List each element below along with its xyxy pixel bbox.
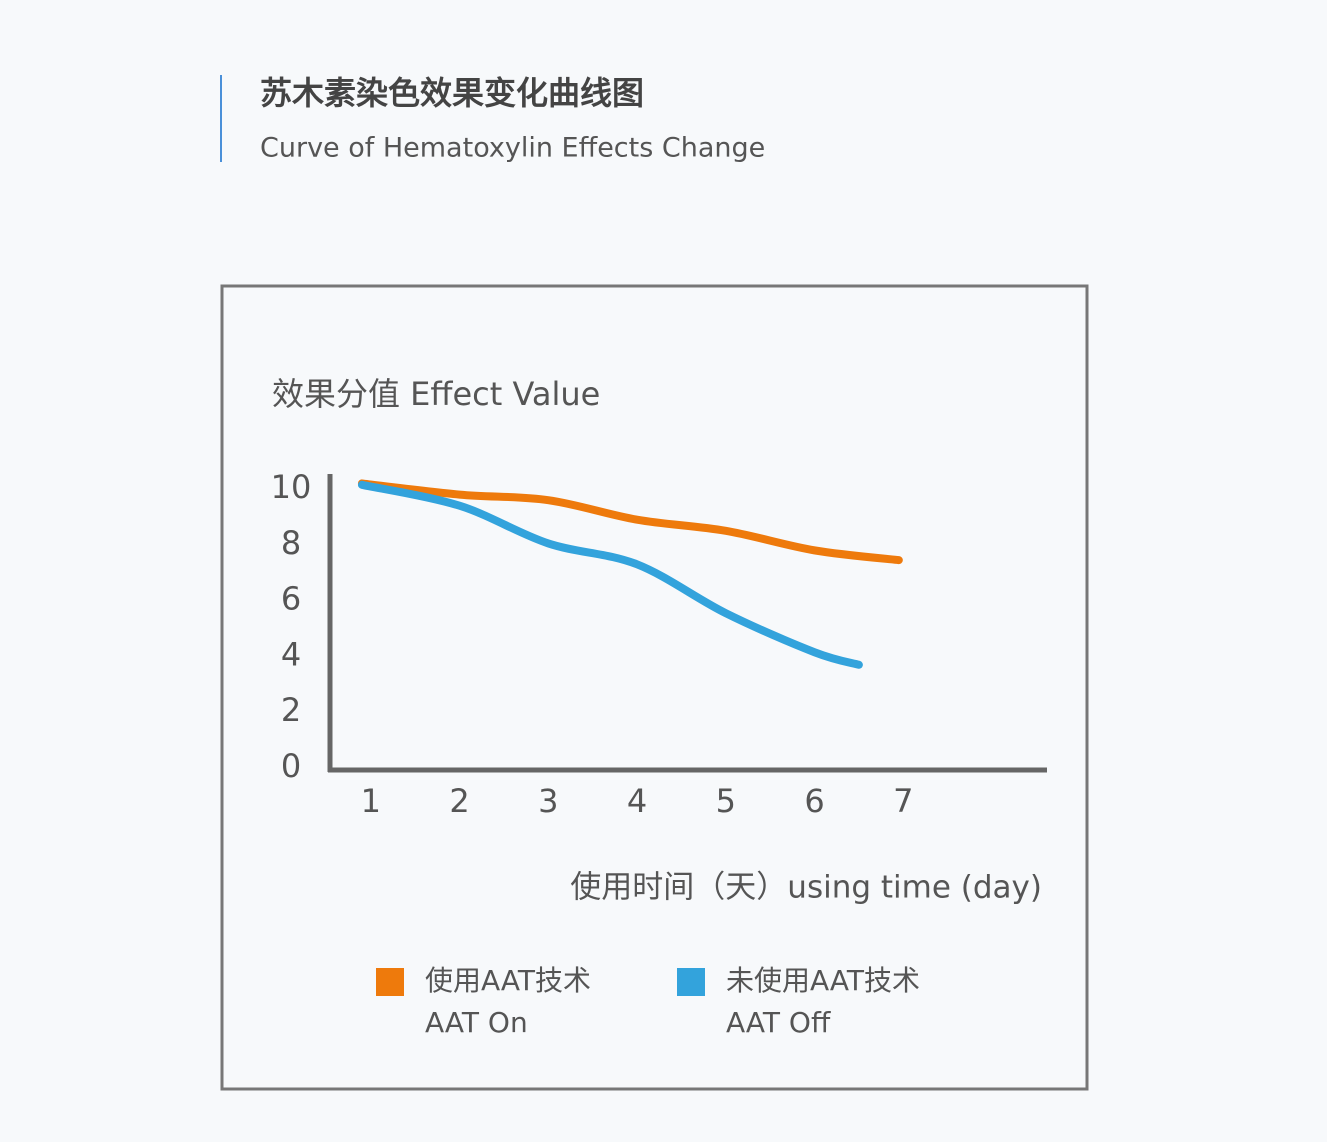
y-tick-label: 4 (281, 635, 301, 673)
line-series (357, 480, 863, 669)
legend-label: 使用AAT技术 (425, 964, 591, 997)
legend-label-en: AAT On (425, 1006, 528, 1039)
legend-swatch (677, 968, 705, 996)
legend-swatch (376, 968, 404, 996)
x-tick-label: 6 (804, 782, 824, 820)
x-tick-label: 7 (893, 782, 913, 820)
line-series (357, 479, 903, 565)
x-tick-label: 1 (361, 782, 381, 820)
x-tick-label: 5 (716, 782, 736, 820)
y-tick-label: 8 (281, 524, 301, 562)
chart-title: 苏木素染色效果变化曲线图 (260, 74, 644, 112)
x-axis-title: 使用时间（天）using time (day) (570, 870, 1042, 906)
chart-frame (220, 284, 1089, 1091)
y-tick-label: 2 (281, 691, 301, 729)
legend-label: 未使用AAT技术 (726, 964, 920, 997)
y-tick-label: 10 (271, 468, 312, 506)
y-tick-label: 0 (281, 747, 301, 785)
y-axis-title: 效果分值 Effect Value (272, 375, 600, 413)
x-tick-label: 3 (538, 782, 558, 820)
x-tick-label: 2 (449, 782, 469, 820)
legend-label-en: AAT Off (726, 1006, 831, 1039)
x-tick-label: 4 (627, 782, 647, 820)
chart-subtitle: Curve of Hematoxylin Effects Change (260, 133, 765, 164)
y-tick-label: 6 (281, 580, 301, 618)
